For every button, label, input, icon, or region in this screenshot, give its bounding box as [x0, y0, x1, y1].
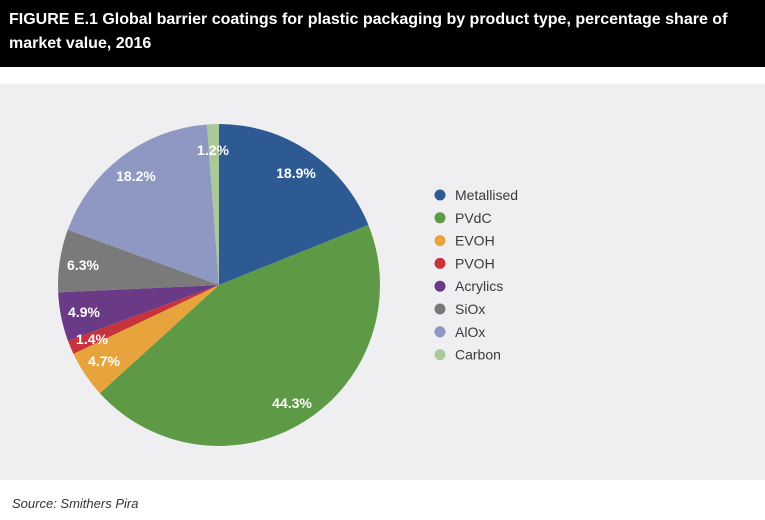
data-label-siox: 6.3%: [67, 257, 99, 273]
pie-labels: 18.9% 44.3% 4.7% 1.4% 4.9% 6.3% 18.2% 1.2%: [67, 142, 316, 411]
legend: Metallised PVdC EVOH PVOH Acrylics SiOx AlOx Ca…: [434, 187, 518, 363]
legend-label-evoh: EVOH: [455, 233, 495, 249]
pie-slice-evoh: [73, 285, 220, 394]
data-label-alox: 18.2%: [116, 168, 156, 184]
legend-marker-evoh: [434, 235, 446, 247]
legend-label-metallised: Metallised: [455, 187, 518, 203]
data-label-pvoh: 1.4%: [76, 331, 108, 347]
figure-title: FIGURE E.1 Global barrier coatings for p…: [9, 11, 728, 52]
pie-slice-metallised: [219, 124, 369, 285]
data-label-pvdc: 44.3%: [272, 395, 312, 411]
legend-label-carbon: Carbon: [455, 347, 501, 363]
legend-label-alox: AlOx: [455, 324, 485, 340]
legend-marker-metallised: [434, 189, 446, 201]
title-bar: FIGURE E.1 Global barrier coatings for p…: [0, 0, 765, 67]
pie-slice-pvoh: [67, 285, 219, 354]
data-label-metallised: 18.9%: [276, 165, 316, 181]
pie-slice-siox: [58, 229, 219, 293]
source-note: Source: Smithers Pira: [12, 496, 139, 511]
legend-label-pvoh: PVOH: [455, 255, 495, 271]
data-label-acrylics: 4.9%: [68, 304, 100, 320]
data-label-carbon: 1.2%: [197, 142, 229, 158]
pie-slice-alox: [67, 124, 219, 286]
legend-label-pvdc: PVdC: [455, 210, 492, 226]
legend-marker-siox: [434, 303, 446, 315]
legend-label-acrylics: Acrylics: [455, 278, 503, 294]
legend-marker-acrylics: [434, 280, 446, 292]
legend-marker-alox: [434, 326, 446, 338]
data-label-evoh: 4.7%: [88, 353, 120, 369]
legend-marker-carbon: [434, 349, 446, 361]
legend-marker-pvoh: [434, 257, 446, 269]
pie-slice-carbon: [206, 124, 219, 285]
legend-marker-pvdc: [434, 212, 446, 224]
pie-slice-acrylics: [58, 285, 219, 341]
pie-slice-pvdc: [99, 224, 381, 447]
pie-slices: [58, 124, 381, 447]
legend-label-siox: SiOx: [455, 301, 485, 317]
